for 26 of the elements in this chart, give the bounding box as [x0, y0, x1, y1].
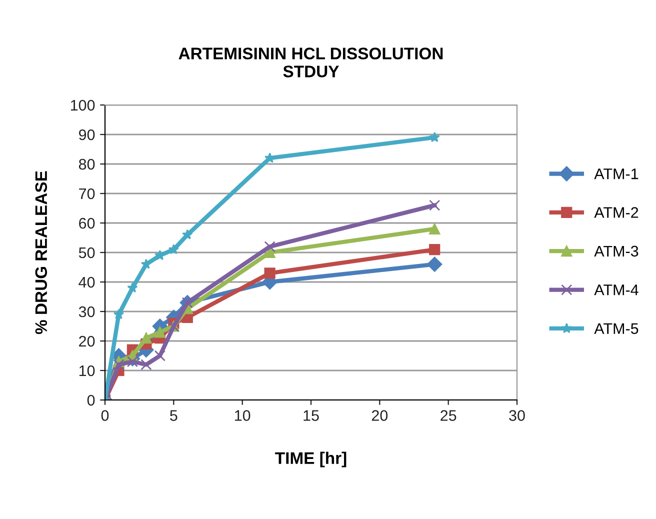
- y-tick-label: 30: [78, 306, 95, 318]
- y-tick-label: 100: [70, 100, 95, 111]
- y-tick-label: 40: [78, 276, 95, 288]
- x-tick-label: 5: [170, 410, 178, 421]
- legend-label: ATM-4: [594, 284, 638, 296]
- x-tick-label: 30: [509, 410, 525, 421]
- y-tick-label: 20: [79, 336, 95, 347]
- y-tick-label: 60: [79, 218, 95, 229]
- y-tick-label: 10: [79, 365, 95, 376]
- chart-title: ARTEMISININ HCL DISSOLUTION STDUY: [178, 48, 443, 78]
- x-tick-label: 0: [101, 410, 109, 421]
- x-tick-label: 25: [440, 410, 456, 421]
- x-tick-label: 15: [304, 410, 319, 421]
- y-tick-label: 80: [78, 158, 95, 170]
- legend-label: ATM-3: [594, 246, 638, 257]
- legend-label: ATM-2: [594, 207, 638, 218]
- legend-label: ATM-1: [594, 168, 638, 180]
- y-tick-label: 50: [78, 247, 95, 258]
- y-tick-label: 70: [79, 188, 95, 200]
- x-tick-label: 20: [372, 410, 388, 421]
- y-axis-title: % DRUG REALEASE: [35, 171, 48, 334]
- legend-label: ATM-5: [594, 323, 638, 334]
- x-axis-title: TIME [hr]: [275, 452, 346, 468]
- x-tick-label: 10: [235, 410, 250, 421]
- y-tick-label: 0: [87, 394, 95, 406]
- y-tick-label: 90: [79, 129, 95, 140]
